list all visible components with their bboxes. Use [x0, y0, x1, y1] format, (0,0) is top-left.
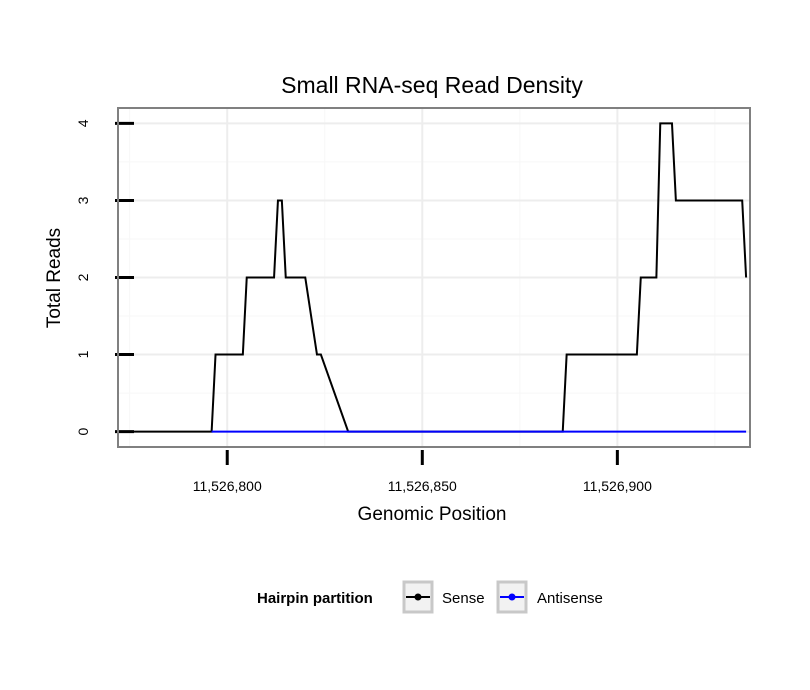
series-line-sense	[121, 122, 748, 433]
y-tick-label: 1	[75, 350, 91, 358]
y-tick-label: 3	[75, 196, 91, 204]
chart-title: Small RNA-seq Read Density	[281, 72, 583, 98]
series-lines	[121, 122, 748, 433]
legend-marker-sense	[414, 593, 422, 601]
legend: Hairpin partition Sense Antisense	[257, 580, 603, 614]
y-axis-title: Total Reads	[44, 228, 65, 328]
x-tick-label: 11,526,900	[583, 478, 652, 494]
y-tick-label: 2	[75, 273, 91, 281]
x-tick-label: 11,526,800	[193, 478, 262, 494]
legend-label-sense: Sense	[442, 590, 485, 607]
x-axis-title: Genomic Position	[358, 504, 507, 525]
legend-marker-antisense	[508, 593, 516, 601]
y-tick-label: 0	[75, 427, 91, 435]
legend-label-antisense: Antisense	[537, 590, 603, 607]
y-tick-label: 4	[75, 119, 91, 127]
plot-border	[117, 107, 751, 448]
legend-title: Hairpin partition	[257, 590, 373, 607]
x-tick-label: 11,526,850	[388, 478, 457, 494]
